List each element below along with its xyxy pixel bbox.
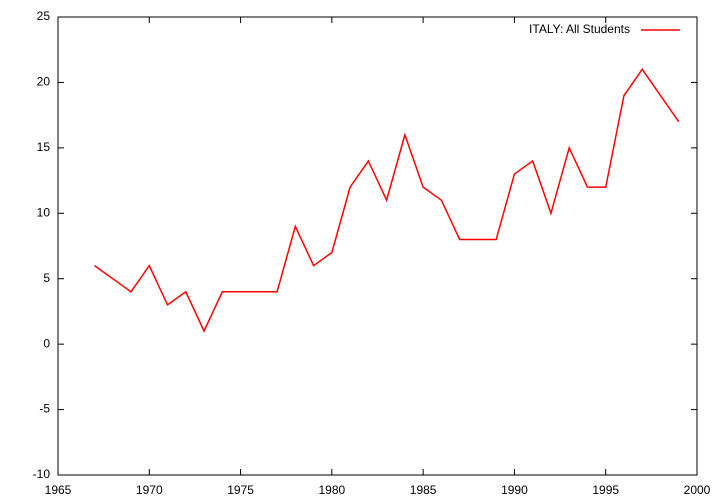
- y-tick-label: 25: [37, 9, 51, 23]
- x-tick-label: 1985: [410, 483, 437, 497]
- x-tick-label: 1980: [319, 483, 346, 497]
- x-tick-label: 1965: [45, 483, 72, 497]
- y-tick-label: 15: [37, 140, 51, 154]
- y-tick-label: 20: [37, 75, 51, 89]
- plot-frame: [57, 16, 698, 476]
- y-tick-label: -10: [33, 467, 51, 481]
- y-tick-label: 10: [37, 205, 51, 219]
- x-tick-label: 1970: [136, 483, 163, 497]
- x-tick-label: 1975: [227, 483, 254, 497]
- y-tick-label: 5: [43, 271, 50, 285]
- data-line: [94, 68, 680, 333]
- x-tick-label: 1995: [592, 483, 619, 497]
- x-tick-label: 2000: [684, 483, 711, 497]
- y-tick-label: -5: [39, 402, 50, 416]
- x-tick-label: 1990: [501, 483, 528, 497]
- legend-label: ITALY: All Students: [529, 22, 630, 36]
- y-tick-label: 0: [43, 336, 50, 350]
